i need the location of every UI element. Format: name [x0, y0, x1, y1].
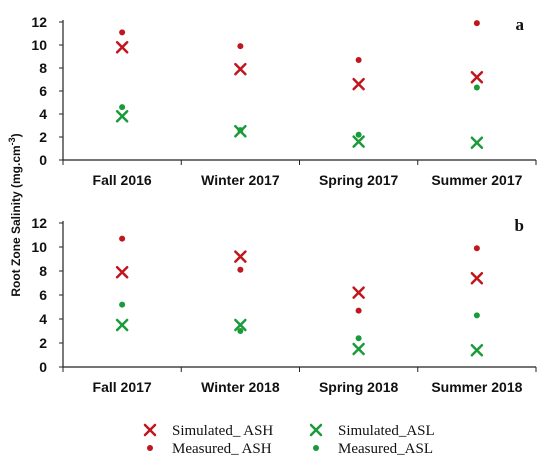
- data-point-simulated: [352, 286, 365, 299]
- legend-meas-ash-marker: [147, 445, 153, 451]
- data-point-measured: [473, 312, 480, 319]
- data-point-measured: [119, 29, 126, 36]
- data-point-measured: [119, 235, 126, 242]
- legend: Simulated_ ASH Simulated_ASL Measured_ A…: [143, 423, 435, 457]
- panel-label: a: [516, 15, 525, 34]
- data-point-simulated: [470, 271, 484, 285]
- x-tick-label: Summer 2018: [431, 379, 522, 395]
- y-tick-label: 8: [39, 263, 47, 279]
- y-tick-label: 12: [31, 215, 47, 231]
- data-point-measured: [237, 43, 244, 50]
- data-point-simulated: [352, 77, 365, 91]
- legend-sim-ash-marker: [143, 423, 157, 437]
- data-point-simulated: [115, 265, 129, 279]
- data-point-measured: [119, 301, 126, 308]
- data-point-measured: [237, 127, 244, 134]
- y-tick-label: 6: [39, 287, 47, 303]
- legend-sim-asl-label: Simulated_ASL: [338, 423, 435, 439]
- data-point-measured: [355, 335, 362, 342]
- y-axis-title-text: Root Zone Salinity (mg.cm: [9, 145, 23, 296]
- data-point-simulated: [352, 135, 365, 148]
- x-tick-label: Spring 2018: [319, 379, 399, 395]
- data-point-simulated: [234, 318, 247, 332]
- data-point-measured: [237, 328, 244, 334]
- data-point-measured: [355, 56, 362, 63]
- data-point-measured: [355, 131, 362, 138]
- x-tick-label: Winter 2018: [201, 379, 280, 395]
- data-point-simulated: [234, 62, 247, 76]
- data-point-measured: [355, 307, 362, 314]
- x-tick-label: Winter 2017: [201, 172, 280, 188]
- y-tick-label: 10: [31, 239, 47, 255]
- legend-meas-asl-label: Measured_ASL: [338, 441, 433, 457]
- x-tick-label: Fall 2016: [93, 172, 152, 188]
- data-point-measured: [473, 20, 480, 27]
- legend-sim-asl-marker: [309, 423, 323, 437]
- y-axis-title-sup: -3: [7, 137, 17, 145]
- data-point-measured: [119, 104, 126, 111]
- data-point-simulated: [352, 342, 365, 356]
- y-tick-label: 2: [39, 335, 47, 351]
- panel-b-chart: 0 2 4 6 8 10 12 Fall 2017 Winter 2018 Spring 2018…: [31, 215, 537, 395]
- y-tick-label: 4: [39, 106, 47, 122]
- y-axis-title: Root Zone Salinity (mg.cm-3): [7, 133, 23, 296]
- y-tick-label: 4: [39, 311, 47, 327]
- y-tick-label: 0: [39, 152, 47, 168]
- legend-meas-asl-marker: [313, 445, 319, 451]
- data-point-measured: [473, 245, 480, 252]
- data-point-simulated: [470, 343, 484, 357]
- data-point-simulated: [234, 250, 247, 263]
- data-point-measured: [237, 266, 244, 273]
- legend-meas-ash-label: Measured_ ASH: [172, 441, 272, 457]
- panel-label: b: [515, 216, 524, 235]
- x-tick-label: Spring 2017: [319, 172, 399, 188]
- y-tick-label: 2: [39, 129, 47, 145]
- y-axis-title-close: ): [9, 133, 23, 137]
- y-tick-label: 12: [31, 14, 47, 30]
- data-point-simulated: [115, 41, 129, 54]
- y-tick-label: 6: [39, 83, 47, 99]
- y-tick-label: 8: [39, 60, 47, 76]
- data-point-simulated: [115, 110, 129, 123]
- data-point-simulated: [470, 70, 484, 84]
- y-tick-label: 10: [31, 37, 47, 53]
- panel-a-chart: 0 2 4 6 8 10 12 Fall 2016 Winter 2017 Spring 2017…: [31, 14, 537, 188]
- data-point-simulated: [470, 136, 484, 149]
- legend-sim-ash-label: Simulated_ ASH: [172, 423, 273, 439]
- data-point-measured: [473, 84, 480, 91]
- x-tick-label: Fall 2017: [93, 379, 152, 395]
- data-point-simulated: [115, 318, 129, 332]
- x-tick-label: Summer 2017: [431, 172, 522, 188]
- y-tick-label: 0: [39, 359, 47, 375]
